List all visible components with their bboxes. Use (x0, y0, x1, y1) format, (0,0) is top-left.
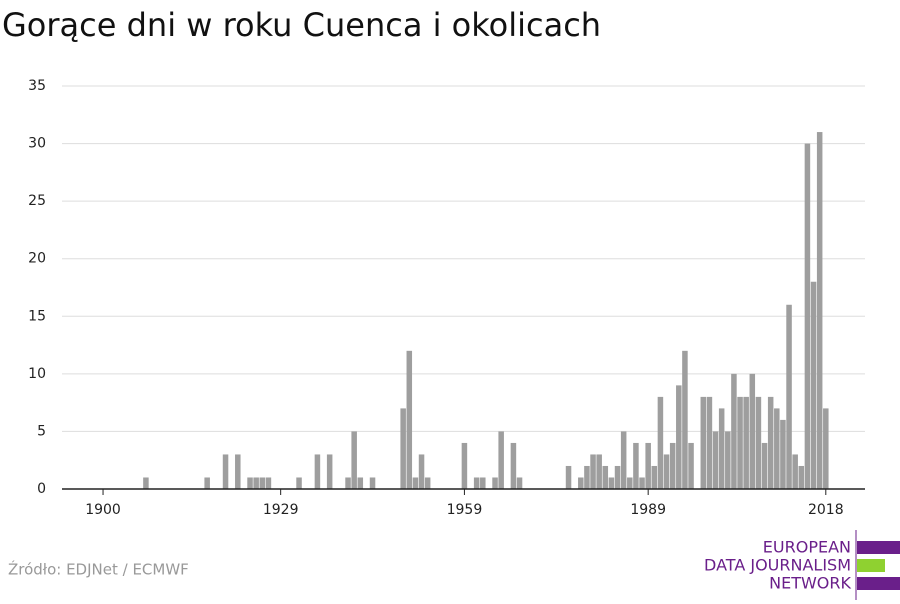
bar (461, 442, 468, 489)
logo: EUROPEAN DATA JOURNALISM NETWORK (704, 530, 900, 600)
bar (620, 431, 627, 489)
bar (596, 454, 602, 489)
bar (516, 477, 523, 489)
bar (725, 431, 731, 489)
bar (743, 396, 749, 489)
logo-bar (857, 559, 885, 572)
bar (418, 454, 425, 489)
bar (767, 396, 774, 489)
bar (296, 477, 302, 489)
bar (326, 454, 333, 489)
bar (498, 431, 504, 489)
logo-text: EUROPEAN (763, 538, 851, 557)
bar (578, 477, 584, 489)
bar (143, 477, 149, 489)
bar (369, 477, 376, 489)
bar (786, 304, 792, 489)
bar (253, 477, 259, 489)
bar (608, 477, 615, 489)
bar (798, 465, 805, 489)
logo-bar (857, 541, 900, 554)
bar (357, 477, 364, 489)
bar (565, 465, 572, 489)
bar (265, 477, 272, 489)
bar (816, 132, 823, 490)
bar (774, 408, 780, 489)
bar (510, 442, 517, 489)
y-tick-label: 5 (37, 423, 46, 439)
bar (804, 143, 811, 490)
bar (639, 477, 645, 489)
bar (718, 408, 725, 489)
x-tick-label: 1959 (447, 502, 483, 518)
bar (663, 454, 670, 489)
y-tick-label: 30 (28, 136, 46, 152)
y-tick-label: 10 (28, 366, 46, 382)
bar (247, 477, 253, 489)
x-tick-label: 1929 (263, 502, 299, 518)
bar (749, 373, 756, 489)
y-tick-label: 20 (28, 251, 46, 267)
bar (345, 477, 351, 489)
bar (780, 419, 786, 489)
logo-bar (857, 577, 900, 590)
bar (706, 396, 713, 489)
bar (314, 454, 321, 489)
bar (492, 477, 498, 489)
bar (676, 385, 682, 489)
bar (235, 454, 241, 489)
source: Źródło: EDJNet / ECMWF (8, 560, 189, 579)
bar (651, 465, 658, 489)
bar (755, 396, 762, 489)
bar (682, 350, 688, 489)
logo-text: NETWORK (769, 574, 851, 593)
bar (700, 396, 707, 489)
bar (480, 477, 486, 489)
x-tick-label: 2018 (808, 502, 844, 518)
bar (627, 477, 633, 489)
x-tick-label: 1989 (630, 502, 666, 518)
bar (688, 442, 694, 489)
bar (669, 442, 676, 489)
bar (614, 465, 621, 489)
bar (657, 396, 664, 489)
bar (400, 408, 406, 489)
logo-text: DATA JOURNALISM (704, 556, 851, 575)
y-tick-label: 25 (28, 193, 46, 209)
bar (731, 373, 737, 489)
bar (222, 454, 229, 489)
bar (645, 442, 651, 489)
y-tick-label: 35 (28, 78, 46, 94)
bar (712, 431, 719, 489)
bar (424, 477, 431, 489)
bar (602, 465, 609, 489)
bar (633, 442, 639, 489)
bar (823, 408, 829, 489)
bar (406, 350, 413, 489)
bar (412, 477, 419, 489)
bar (259, 477, 266, 489)
bar (590, 454, 596, 489)
y-tick-label: 15 (28, 308, 46, 324)
bar (584, 465, 590, 489)
chart-title: Gorące dni w roku Cuenca i okolicach (2, 6, 601, 44)
y-tick-label: 0 (37, 481, 46, 497)
bar (810, 281, 817, 489)
bar (792, 454, 798, 489)
x-tick-label: 1900 (85, 502, 121, 518)
bar (473, 477, 480, 489)
bar (737, 396, 743, 489)
bar (761, 442, 768, 489)
bar (204, 477, 210, 489)
bar (351, 431, 357, 489)
